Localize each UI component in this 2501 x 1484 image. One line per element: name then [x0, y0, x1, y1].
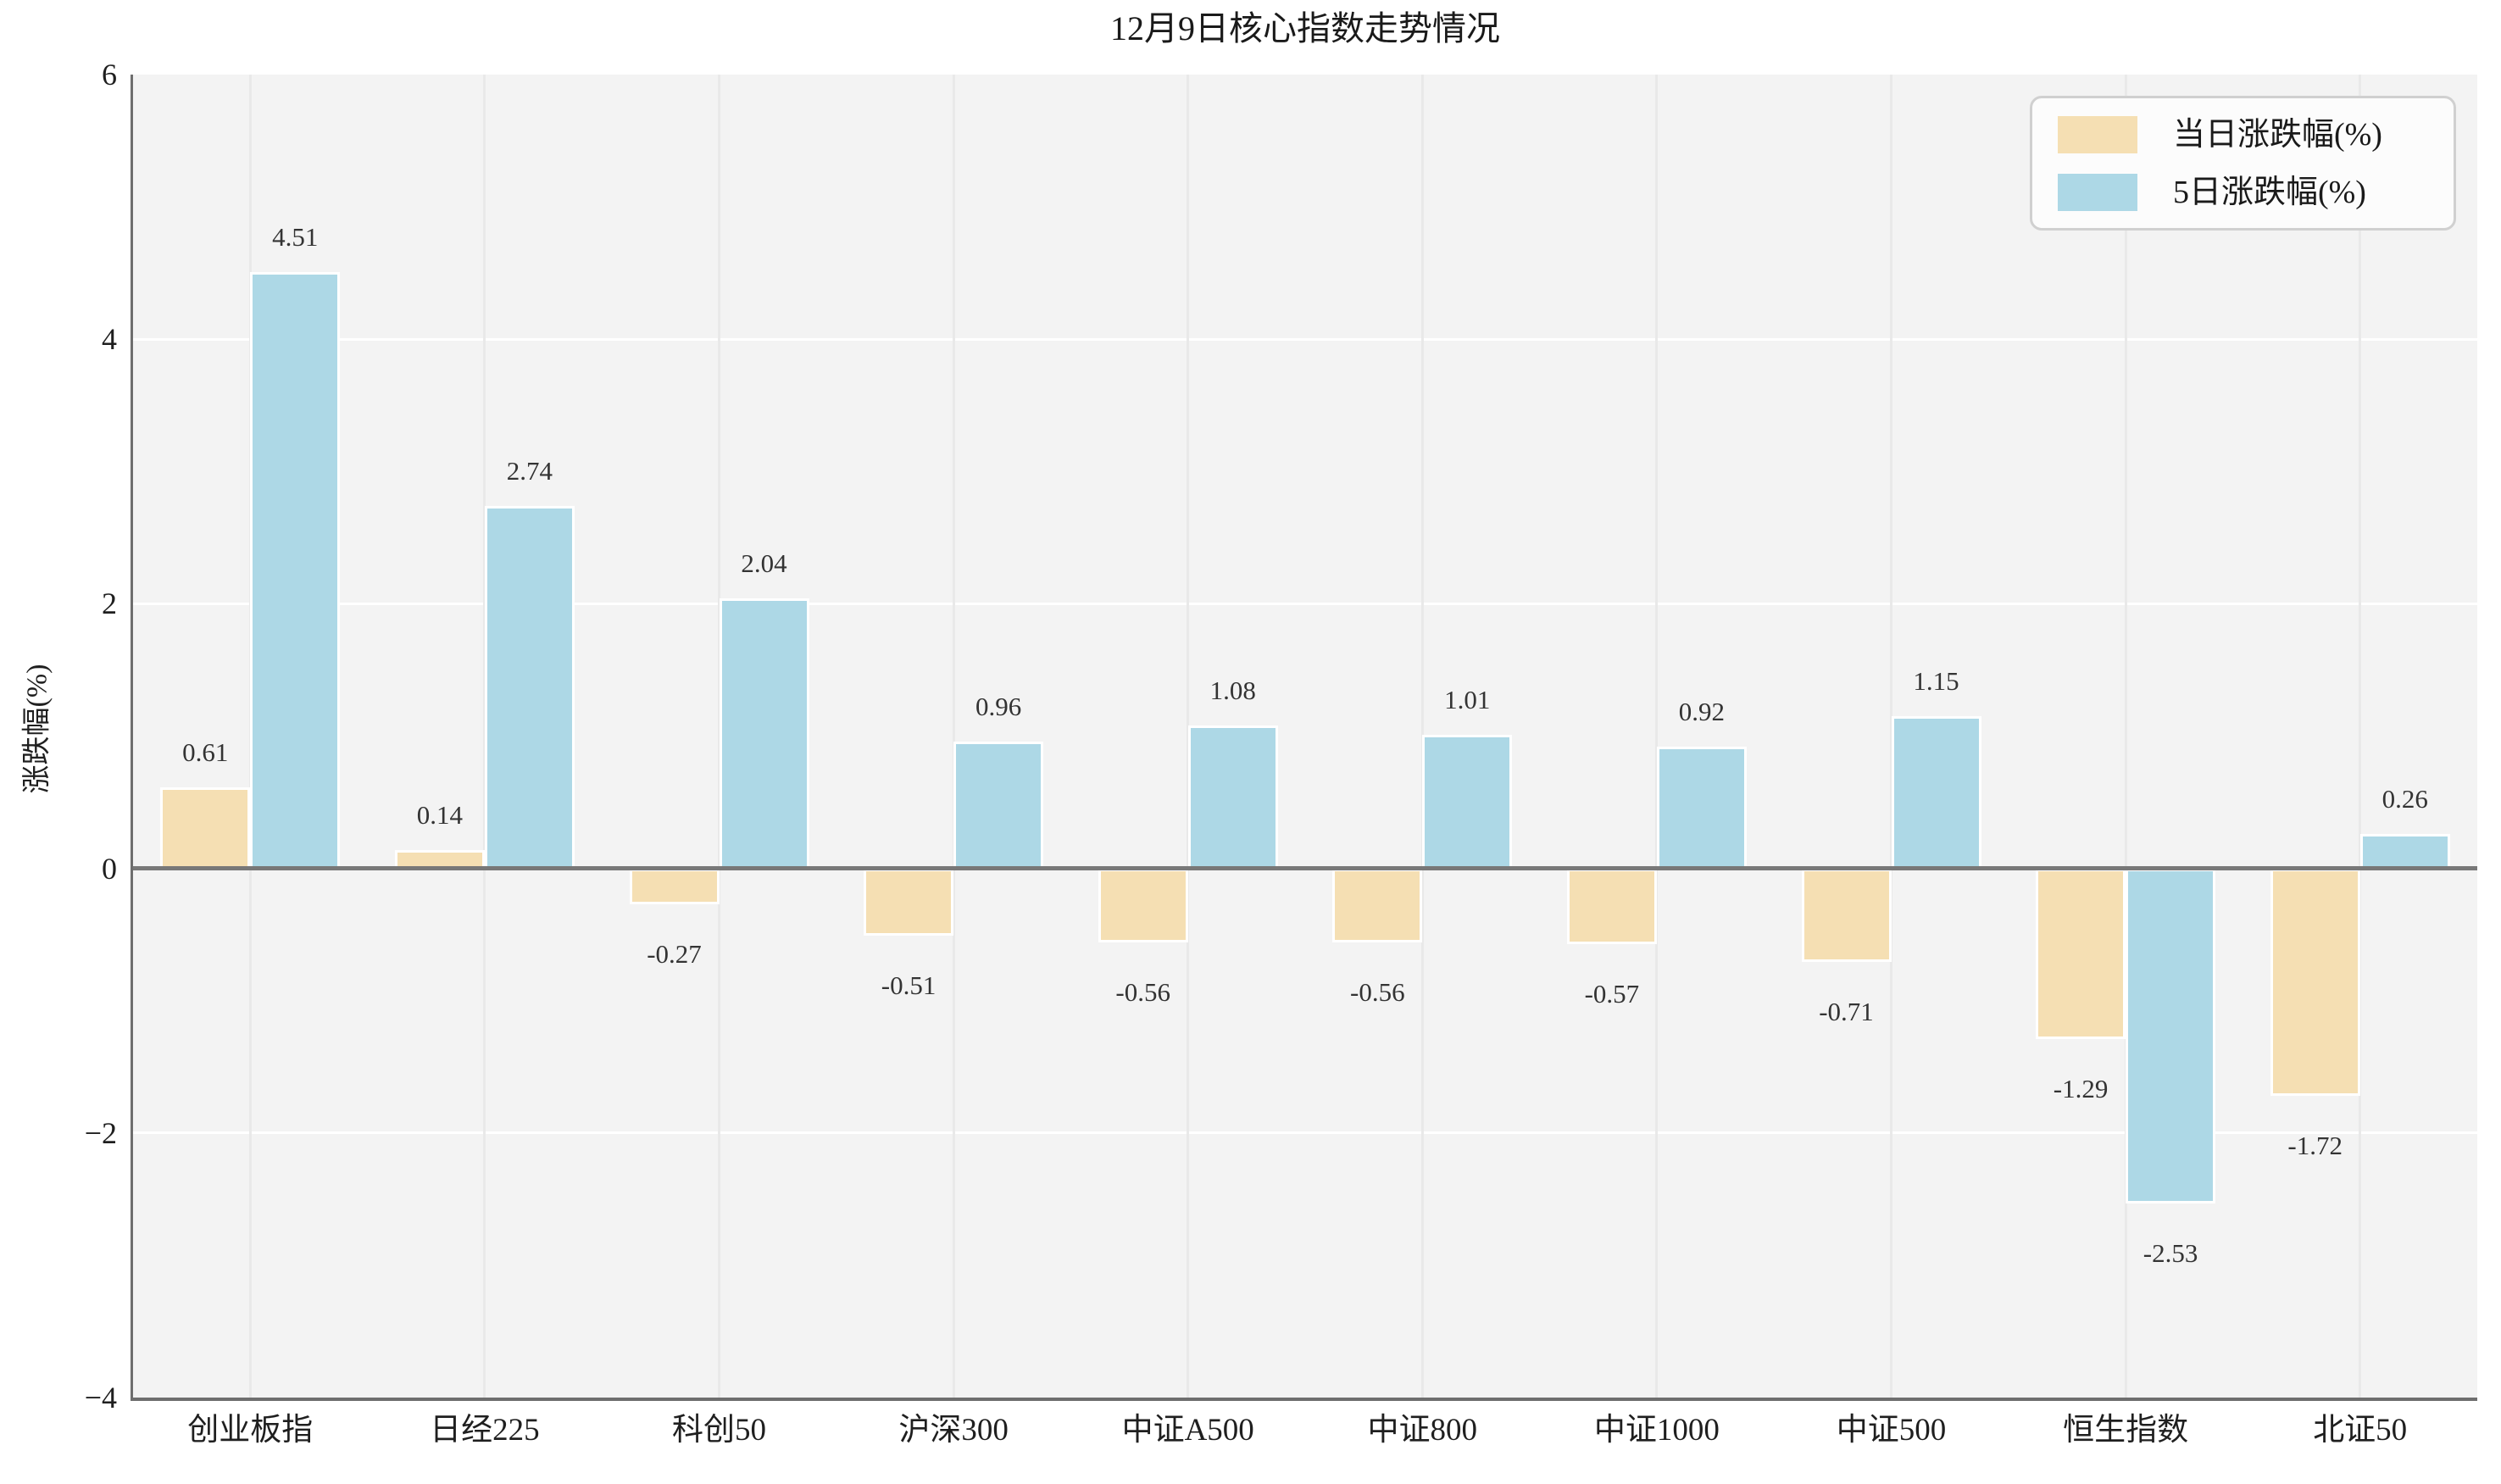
bar-5day: [250, 271, 341, 869]
legend-swatch: [2058, 173, 2137, 211]
bar-5day: [1187, 725, 1278, 869]
bar-value-label: -2.53: [2143, 1237, 2198, 1268]
bar-value-label: 0.96: [975, 691, 1022, 721]
bar-today: [864, 868, 954, 937]
bar-today: [2270, 868, 2360, 1097]
y-tick-label: 6: [102, 58, 117, 92]
bar-value-label: -1.72: [2287, 1131, 2343, 1161]
x-tick-label: 科创50: [672, 1413, 766, 1448]
gridline-vertical: [952, 75, 955, 1398]
bar-5day: [719, 598, 809, 869]
bar-5day: [484, 505, 575, 869]
bar-value-label: 4.51: [272, 221, 319, 252]
bar-value-label: 1.08: [1209, 675, 1256, 705]
bar-value-label: -1.29: [2053, 1073, 2109, 1103]
y-tick-label: −2: [84, 1115, 117, 1150]
bar-value-label: 0.92: [1678, 696, 1726, 726]
gridline-horizontal: [133, 602, 2477, 605]
bar-today: [629, 868, 720, 904]
legend-label: 当日涨跌幅(%): [2173, 116, 2382, 153]
bar-value-label: 2.74: [506, 455, 553, 486]
bar-5day: [2126, 868, 2216, 1203]
bar-value-label: -0.56: [1350, 977, 1405, 1008]
legend: 当日涨跌幅(%) 5日涨跌幅(%): [2030, 96, 2456, 231]
x-tick-label: 恒生指数: [2063, 1413, 2189, 1448]
gridline-vertical: [2359, 75, 2362, 1398]
x-tick-label: 日经225: [430, 1413, 540, 1448]
bar-today: [1566, 868, 1657, 944]
bar-5day: [1891, 716, 1981, 869]
bar-value-label: 0.26: [2382, 784, 2428, 814]
bar-today: [1098, 868, 1188, 942]
bar-value-label: -0.71: [1819, 997, 1874, 1027]
bar-value-label: 1.15: [1913, 666, 1959, 697]
gridline-horizontal: [133, 1131, 2477, 1135]
gridline-horizontal: [133, 337, 2477, 341]
bar-value-label: 0.14: [416, 799, 464, 830]
gridline-vertical: [1655, 75, 1659, 1398]
legend-swatch: [2058, 115, 2137, 153]
x-tick-label: 中证A500: [1121, 1413, 1254, 1448]
x-tick-label: 沪深300: [898, 1413, 1009, 1448]
x-axis-spine: [131, 1398, 2477, 1401]
bar-today: [1332, 868, 1423, 942]
bar-today: [160, 787, 251, 869]
plot-area: 0.61 0.14 -0.27 -0.51 -0.56 -0.56 -0.57 -0.71 -1…: [133, 75, 2477, 1398]
bar-value-label: -0.51: [881, 970, 936, 1001]
y-tick-label: −4: [84, 1381, 117, 1415]
y-tick-label: 2: [102, 586, 117, 621]
x-tick-label: 创业板指: [187, 1413, 314, 1448]
y-tick-label: 4: [102, 322, 117, 357]
chart-title: 12月9日核心指数走势情况: [1110, 9, 1500, 47]
x-tick-label: 北证50: [2313, 1413, 2408, 1448]
y-axis-label: 涨跌幅(%): [21, 664, 53, 794]
x-tick-label: 中证1000: [1593, 1413, 1720, 1448]
y-axis-spine: [131, 75, 133, 1398]
bar-value-label: 0.61: [182, 737, 229, 768]
bar-value-label: 2.04: [741, 548, 787, 579]
legend-item: 当日涨跌幅(%): [2058, 115, 2445, 153]
zero-line: [133, 866, 2477, 871]
y-tick-label: 0: [102, 851, 117, 886]
bar-today: [2036, 868, 2126, 1039]
bar-5day: [953, 741, 1044, 869]
bar-5day: [1422, 734, 1513, 869]
bar-value-label: 1.01: [1444, 684, 1491, 714]
bar-value-label: -0.27: [647, 938, 702, 969]
bar-value-label: -0.57: [1584, 978, 1640, 1009]
legend-item: 5日涨跌幅(%): [2058, 173, 2445, 211]
x-tick-label: 中证500: [1836, 1413, 1947, 1448]
bar-today: [1801, 868, 1892, 963]
legend-label: 5日涨跌幅(%): [2173, 174, 2366, 210]
bar-5day: [1656, 746, 1747, 869]
bar-value-label: -0.56: [1115, 977, 1170, 1008]
gridline-vertical: [2124, 75, 2127, 1398]
bar-5day: [2359, 834, 2450, 869]
x-tick-label: 中证800: [1367, 1413, 1478, 1448]
